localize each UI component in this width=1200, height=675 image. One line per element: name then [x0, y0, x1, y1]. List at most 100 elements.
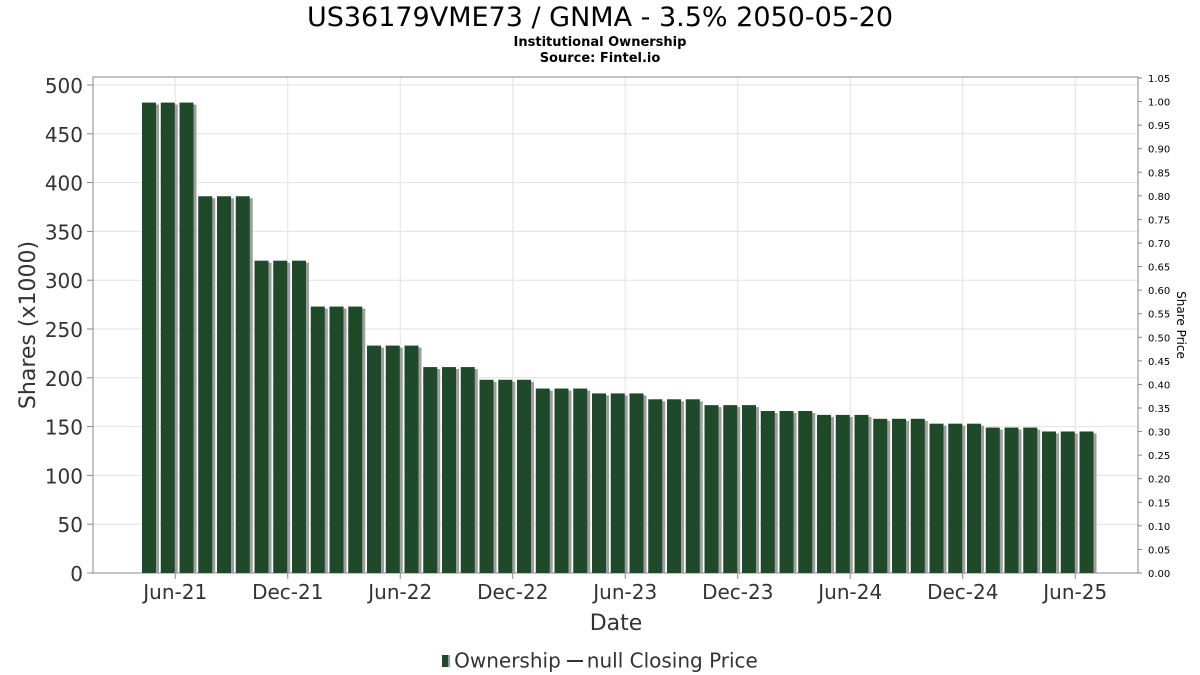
- y-tick-label: 200: [45, 367, 83, 391]
- bar: [835, 414, 850, 573]
- x-axis: Jun-21 Dec-21 Jun-22 Dec-22 Jun-23 Dec-23 Jun-…: [141, 573, 1107, 604]
- bar: [292, 260, 306, 573]
- bar: [779, 410, 794, 573]
- x-axis-label: Date: [590, 611, 643, 636]
- legend-price-swatch: [566, 659, 583, 662]
- y2-tick-label: 0.40: [1148, 380, 1170, 391]
- chart-source: Source: Fintel.io: [539, 51, 661, 66]
- y2-tick-label: 0.45: [1148, 357, 1170, 368]
- y2-tick-label: 0.80: [1148, 192, 1170, 203]
- y-tick-label: 100: [45, 464, 83, 488]
- bar: [704, 405, 719, 573]
- bar: [329, 306, 344, 573]
- bar: [723, 405, 738, 573]
- x-tick-label: Jun-22: [366, 580, 432, 604]
- bar: [985, 427, 1000, 573]
- y2-tick-label: 1.00: [1148, 98, 1170, 109]
- bar: [310, 306, 325, 573]
- y2-axis-label: Share Price: [1174, 291, 1188, 359]
- y2-tick-label: 0.30: [1148, 428, 1170, 439]
- bar: [498, 379, 513, 573]
- x-tick-label: Jun-24: [816, 580, 882, 604]
- y2-tick-label: 0.55: [1148, 310, 1170, 321]
- bar: [667, 399, 681, 573]
- bar: [348, 306, 363, 573]
- bar: [742, 405, 756, 573]
- bar: [854, 414, 869, 573]
- bar: [535, 388, 550, 573]
- x-tick-label: Dec-24: [927, 580, 998, 604]
- x-tick-label: Dec-22: [477, 580, 548, 604]
- bar: [648, 399, 663, 573]
- y-axis: 0 50 100 150 200 250 300 350 400 450 500: [45, 74, 93, 586]
- y-tick-label: 500: [45, 74, 83, 98]
- y2-tick-label: 0.15: [1148, 498, 1170, 509]
- x-tick-label: Jun-23: [591, 580, 657, 604]
- y-tick-label: 300: [45, 269, 83, 293]
- y2-tick-label: 0.10: [1148, 522, 1170, 533]
- y2-tick-label: 0.50: [1148, 333, 1170, 344]
- bar: [198, 196, 213, 573]
- bar: [160, 102, 175, 574]
- y-tick-label: 150: [45, 416, 83, 440]
- bar: [404, 345, 419, 573]
- bar: [254, 260, 269, 573]
- bar: [385, 345, 400, 573]
- y2-tick-label: 0.20: [1148, 475, 1170, 486]
- y2-tick-label: 0.90: [1148, 145, 1170, 156]
- y2-tick-label: 0.05: [1148, 545, 1170, 556]
- y2-tick-label: 0.85: [1148, 168, 1170, 179]
- y-tick-label: 450: [45, 123, 83, 147]
- bar: [873, 418, 888, 573]
- y-tick-label: 400: [45, 172, 83, 196]
- bar: [892, 418, 906, 573]
- bar: [929, 423, 944, 573]
- legend-price-label: null Closing Price: [586, 648, 758, 673]
- bar: [1079, 431, 1094, 573]
- bars: [142, 102, 1097, 574]
- bar: [1042, 431, 1056, 573]
- bar: [235, 196, 250, 573]
- chart-subtitle: Institutional Ownership: [513, 35, 687, 50]
- bar: [798, 410, 813, 573]
- y-tick-label: 350: [45, 220, 83, 244]
- bar: [967, 423, 981, 573]
- y2-tick-label: 0.35: [1148, 404, 1170, 415]
- y2-tick-label: 0.75: [1148, 215, 1170, 226]
- y2-tick-label: 0.65: [1148, 263, 1170, 274]
- y2-tick-label: 0.00: [1148, 569, 1170, 580]
- bar: [1004, 427, 1019, 573]
- bar: [460, 367, 475, 573]
- bar: [610, 393, 625, 573]
- y2-tick-label: 0.95: [1148, 121, 1170, 132]
- y-tick-label: 50: [58, 513, 83, 537]
- y-axis-label: Shares (x1000): [16, 241, 41, 409]
- y-tick-label: 250: [45, 318, 83, 342]
- bar: [592, 393, 606, 573]
- bar: [554, 388, 569, 573]
- x-tick-label: Dec-21: [252, 580, 323, 604]
- x-tick-label: Jun-21: [141, 580, 207, 604]
- legend-ownership-label: Ownership: [454, 648, 561, 673]
- y2-tick-label: 1.05: [1148, 74, 1170, 85]
- bar: [217, 196, 231, 573]
- bar: [910, 418, 925, 573]
- bar: [479, 379, 494, 573]
- bar: [142, 102, 156, 574]
- bar: [1060, 431, 1075, 573]
- bar: [629, 393, 644, 573]
- bar: [817, 414, 831, 573]
- bar: [273, 260, 288, 573]
- ownership-chart: 0 50 100 150 200 250 300 350 400 450 500 0.00 0.05 0…: [16, 74, 1188, 636]
- bar: [367, 345, 381, 573]
- x-tick-label: Jun-25: [1041, 580, 1107, 604]
- bar: [1023, 427, 1038, 573]
- y2-tick-label: 0.25: [1148, 451, 1170, 462]
- chart-title: US36179VME73 / GNMA - 3.5% 2050-05-20: [306, 2, 894, 33]
- bar: [179, 102, 194, 574]
- x-tick-label: Dec-23: [702, 580, 773, 604]
- bar: [423, 367, 438, 573]
- y2-tick-label: 0.60: [1148, 286, 1170, 297]
- bar: [948, 423, 963, 573]
- y-tick-label: 0: [70, 562, 83, 586]
